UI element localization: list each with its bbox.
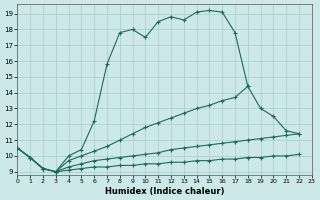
X-axis label: Humidex (Indice chaleur): Humidex (Indice chaleur) bbox=[105, 187, 224, 196]
